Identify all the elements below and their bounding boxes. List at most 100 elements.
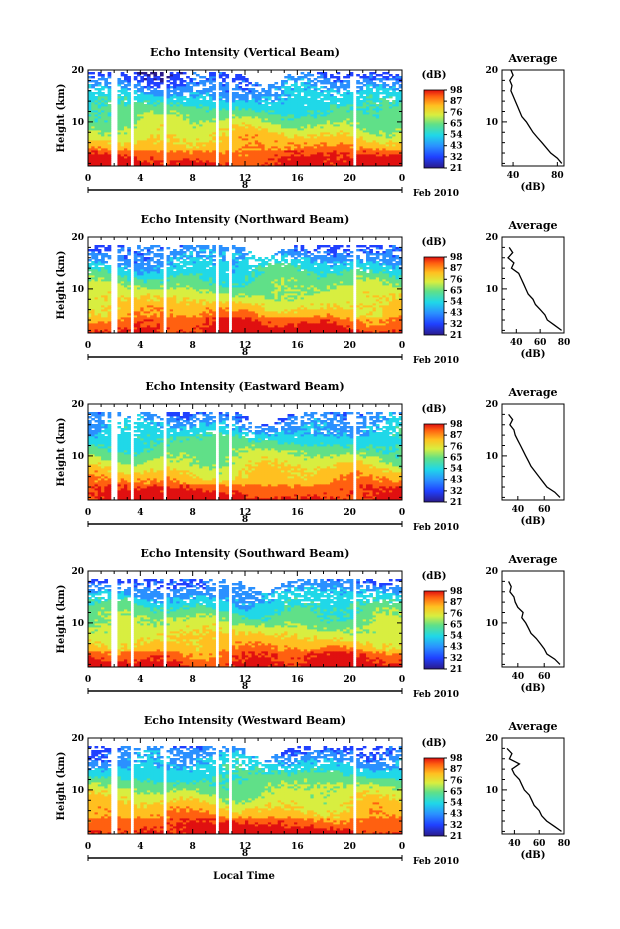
- heatmap-cell: [379, 122, 383, 125]
- heatmap-cell: [316, 138, 321, 141]
- heatmap-cell: [349, 118, 354, 121]
- heatmap-cell: [326, 160, 331, 163]
- heatmap-cell: [212, 138, 216, 141]
- heatmap-cell: [349, 162, 354, 165]
- heatmap-cell: [222, 132, 226, 135]
- heatmap-cell: [179, 86, 184, 89]
- heatmap-cell: [382, 124, 387, 127]
- heatmap-cell: [385, 140, 390, 143]
- heatmap-cell: [245, 122, 249, 125]
- heatmap-cell: [245, 94, 249, 97]
- heatmap-cell: [379, 114, 383, 117]
- heatmap-cell: [366, 90, 370, 93]
- heatmap-cell: [153, 164, 158, 167]
- heatmap-cell: [218, 92, 223, 95]
- heatmap-cell: [356, 122, 360, 125]
- heatmap-cell: [192, 162, 197, 165]
- heatmap-cell: [94, 146, 99, 149]
- heatmap-cell: [310, 116, 315, 119]
- heatmap-cell: [101, 281, 105, 284]
- heatmap-cell: [398, 130, 403, 133]
- heatmap-cell: [120, 327, 125, 330]
- heatmap-cell: [143, 112, 148, 115]
- heatmap-cell: [94, 287, 99, 290]
- heatmap-cell: [156, 285, 161, 288]
- heatmap-cell: [258, 144, 262, 147]
- heatmap-cell: [209, 112, 213, 115]
- heatmap-cell: [343, 122, 347, 125]
- heatmap-cell: [186, 279, 190, 282]
- heatmap-cell: [333, 80, 337, 83]
- heatmap-cell: [395, 80, 400, 83]
- heatmap-cell: [385, 158, 390, 161]
- heatmap-cell: [150, 94, 154, 97]
- heatmap-cell: [117, 134, 122, 137]
- heatmap-cell: [182, 287, 187, 290]
- heatmap-cell: [123, 108, 128, 111]
- heatmap-cell: [261, 156, 266, 159]
- heatmap-cell: [209, 78, 213, 81]
- heatmap-cell: [133, 90, 138, 93]
- heatmap-cell: [199, 108, 203, 111]
- heatmap-cell: [97, 98, 102, 101]
- heatmap-cell: [359, 76, 364, 79]
- heatmap-cell: [91, 110, 95, 113]
- heatmap-cell: [359, 152, 364, 155]
- heatmap-cell: [159, 271, 164, 274]
- heatmap-cell: [218, 134, 223, 137]
- heatmap-cell: [297, 104, 301, 107]
- heatmap-cell: [133, 96, 138, 99]
- heatmap-cell: [189, 86, 194, 89]
- heatmap-cell: [267, 160, 272, 163]
- heatmap-cell: [238, 126, 243, 129]
- heatmap-cell: [127, 110, 131, 113]
- heatmap-cell: [166, 80, 171, 83]
- heatmap-cell: [107, 249, 112, 252]
- heatmap-cell: [94, 315, 99, 318]
- heatmap-cell: [146, 124, 151, 127]
- heatmap-cell: [117, 126, 122, 129]
- heatmap-cell: [189, 297, 194, 300]
- heatmap-cell: [251, 134, 256, 137]
- heatmap-cell: [123, 255, 128, 258]
- heatmap-cell: [173, 293, 177, 296]
- heatmap-cell: [372, 96, 377, 99]
- heatmap-cell: [300, 78, 305, 81]
- heatmap-cell: [117, 307, 122, 310]
- heatmap-cell: [303, 102, 308, 105]
- heatmap-cell: [310, 92, 315, 95]
- heatmap-cell: [343, 158, 347, 161]
- heatmap-cell: [143, 138, 148, 141]
- heatmap-cell: [258, 100, 262, 103]
- heatmap-cell: [120, 162, 125, 165]
- heatmap-cell: [159, 311, 164, 314]
- heatmap-cell: [225, 84, 230, 87]
- heatmap-cell: [385, 162, 390, 165]
- heatmap-cell: [179, 154, 184, 157]
- heatmap-cell: [156, 331, 161, 334]
- heatmap-cell: [137, 287, 141, 290]
- heatmap-cell: [346, 156, 351, 159]
- heatmap-cell: [323, 76, 328, 79]
- heatmap-cell: [150, 325, 154, 328]
- heatmap-cell: [245, 160, 249, 163]
- heatmap-cell: [153, 317, 158, 320]
- heatmap-cell: [359, 96, 364, 99]
- heatmap-cell: [284, 110, 288, 113]
- heatmap-cell: [310, 140, 315, 143]
- heatmap-cell: [166, 275, 171, 278]
- heatmap-cell: [150, 72, 154, 75]
- heatmap-cell: [258, 102, 262, 105]
- heatmap-cell: [146, 118, 151, 121]
- heatmap-cell: [120, 313, 125, 316]
- heatmap-cell: [101, 283, 105, 286]
- heatmap-cell: [320, 162, 324, 165]
- heatmap-cell: [120, 297, 125, 300]
- heatmap-cell: [241, 108, 246, 111]
- heatmap-cell: [284, 100, 288, 103]
- heatmap-cell: [176, 281, 180, 284]
- heatmap-cell: [248, 132, 252, 135]
- heatmap-cell: [202, 84, 207, 87]
- heatmap-cell: [284, 108, 288, 111]
- heatmap-cell: [192, 108, 197, 111]
